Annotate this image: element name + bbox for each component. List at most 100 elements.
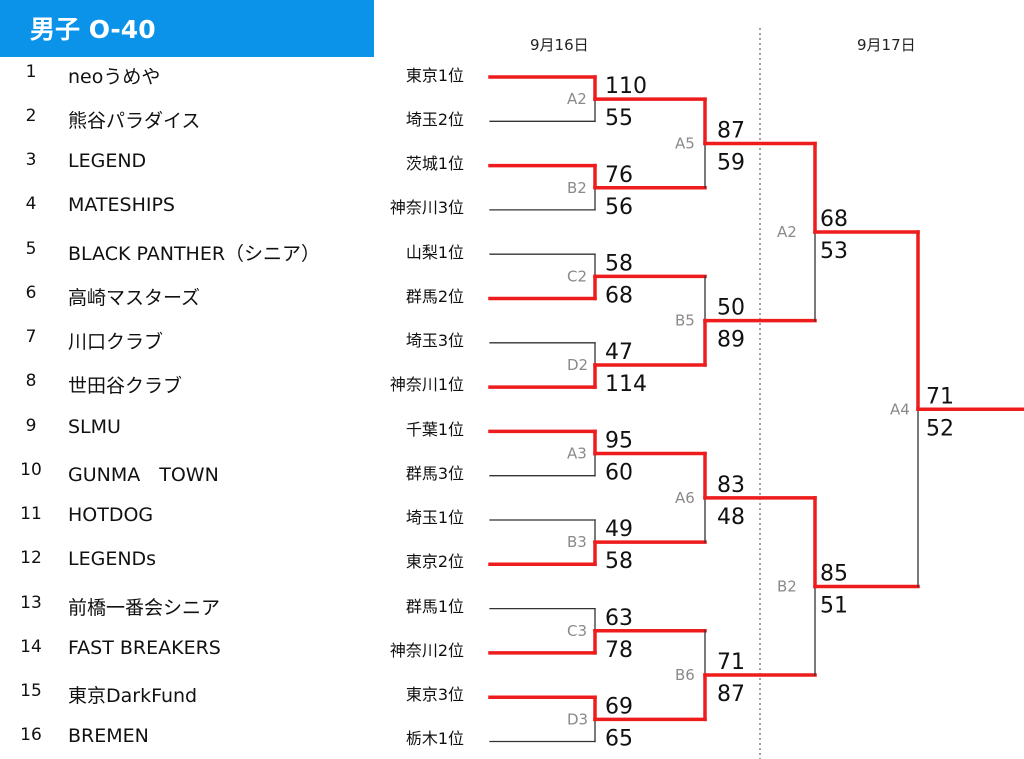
team-name: 川口クラブ (68, 331, 164, 353)
seed-number: 5 (25, 239, 37, 259)
team-row: 16 BREMEN 栃木1位 (0, 725, 500, 755)
score-top: 47 (605, 340, 633, 365)
match-label: B3 (567, 533, 587, 551)
team-prefecture-rank: 神奈川1位 (389, 375, 464, 394)
seed-number: 16 (20, 725, 42, 745)
team-name: LEGEND (68, 150, 147, 172)
match-label: A4 (890, 400, 910, 418)
team-row: 10 GUNMA TOWN 群馬3位 (0, 460, 500, 490)
team-row: 1 neoうめや 東京1位 (0, 62, 500, 92)
team-prefecture-rank: 栃木1位 (405, 729, 464, 748)
score-bottom: 60 (605, 461, 633, 486)
team-prefecture-rank: 東京3位 (405, 685, 464, 704)
team-name: GUNMA TOWN (68, 464, 219, 486)
team-row: 9 SLMU 千葉1位 (0, 416, 500, 446)
team-prefecture-rank: 群馬3位 (405, 464, 464, 483)
team-name: 高崎マスターズ (68, 287, 201, 309)
team-row: 4 MATESHIPS 神奈川3位 (0, 194, 500, 224)
team-name: 前橋一番会シニア (68, 597, 221, 619)
match-label: A2 (567, 90, 587, 108)
seed-number: 8 (25, 371, 37, 391)
score-top: 49 (605, 517, 633, 542)
score-top: 50 (717, 296, 745, 321)
score-bottom: 65 (605, 726, 633, 751)
team-row: 8 世田谷クラブ 神奈川1位 (0, 371, 500, 401)
score-bottom: 52 (926, 416, 954, 441)
date-day2: 9月17日 (857, 36, 916, 54)
team-prefecture-rank: 神奈川3位 (389, 198, 464, 217)
seed-number: 14 (20, 637, 42, 657)
team-prefecture-rank: 埼玉2位 (405, 110, 464, 129)
seed-number: 2 (25, 106, 37, 126)
team-prefecture-rank: 東京2位 (405, 552, 464, 571)
match-label: B6 (675, 666, 695, 684)
match-label: B2 (777, 577, 797, 595)
match-label: B2 (567, 179, 587, 197)
seed-number: 4 (25, 194, 37, 214)
date-day1: 9月16日 (530, 36, 589, 54)
team-prefecture-rank: 山梨1位 (405, 243, 464, 262)
team-name: BREMEN (68, 725, 149, 747)
score-top: 110 (605, 74, 647, 99)
score-bottom: 87 (717, 682, 745, 707)
score-top: 68 (820, 207, 848, 232)
seed-number: 10 (20, 460, 42, 480)
score-bottom: 53 (820, 239, 848, 264)
team-name: HOTDOG (68, 504, 154, 526)
match-label: A3 (567, 445, 587, 463)
score-top: 76 (605, 163, 633, 188)
team-row: 7 川口クラブ 埼玉3位 (0, 327, 500, 357)
team-prefecture-rank: 群馬1位 (405, 597, 464, 616)
score-bottom: 89 (717, 328, 745, 353)
team-prefecture-rank: 埼玉3位 (405, 331, 464, 350)
team-row: 15 東京DarkFund 東京3位 (0, 681, 500, 711)
title-bar: 男子 O-40 (0, 0, 374, 57)
seed-number: 1 (25, 62, 37, 82)
score-top: 95 (605, 429, 633, 454)
team-name: MATESHIPS (68, 194, 175, 216)
match-label: A2 (777, 223, 797, 241)
seed-number: 9 (25, 416, 37, 436)
score-bottom: 58 (605, 549, 633, 574)
seed-number: 7 (25, 327, 37, 347)
team-row: 13 前橋一番会シニア 群馬1位 (0, 593, 500, 623)
score-top: 63 (605, 606, 633, 631)
team-row: 3 LEGEND 茨城1位 (0, 150, 500, 180)
team-name: SLMU (68, 416, 121, 438)
team-name: BLACK PANTHER（シニア） (68, 243, 321, 265)
match-label: D2 (567, 356, 588, 374)
team-prefecture-rank: 茨城1位 (405, 154, 464, 173)
score-bottom: 68 (605, 283, 633, 308)
match-label: A6 (675, 489, 695, 507)
team-row: 14 FAST BREAKERS 神奈川2位 (0, 637, 500, 667)
score-top: 71 (717, 650, 745, 675)
seed-number: 3 (25, 150, 37, 170)
team-prefecture-rank: 東京1位 (405, 66, 464, 85)
team-prefecture-rank: 群馬2位 (405, 287, 464, 306)
seed-number: 11 (20, 504, 42, 524)
team-row: 12 LEGENDs 東京2位 (0, 548, 500, 578)
team-name: neoうめや (68, 66, 161, 88)
match-label: D3 (567, 710, 588, 728)
team-name: 熊谷パラダイス (68, 110, 201, 132)
score-top: 85 (820, 561, 848, 586)
team-name: FAST BREAKERS (68, 637, 221, 659)
team-name: 東京DarkFund (68, 685, 198, 707)
score-bottom: 114 (605, 372, 647, 397)
score-top: 87 (717, 118, 745, 143)
team-name: LEGENDs (68, 548, 157, 570)
score-bottom: 48 (717, 505, 745, 530)
seed-number: 12 (20, 548, 42, 568)
team-prefecture-rank: 神奈川2位 (389, 641, 464, 660)
score-top: 58 (605, 251, 633, 276)
bracket-title: 男子 O-40 (30, 15, 156, 44)
score-top: 69 (605, 694, 633, 719)
team-row: 5 BLACK PANTHER（シニア） 山梨1位 (0, 239, 500, 269)
seed-number: 6 (25, 283, 37, 303)
score-bottom: 59 (717, 150, 745, 175)
team-name: 世田谷クラブ (68, 375, 183, 397)
team-prefecture-rank: 千葉1位 (405, 420, 464, 439)
score-top: 71 (926, 384, 954, 409)
match-label: C2 (567, 267, 587, 285)
